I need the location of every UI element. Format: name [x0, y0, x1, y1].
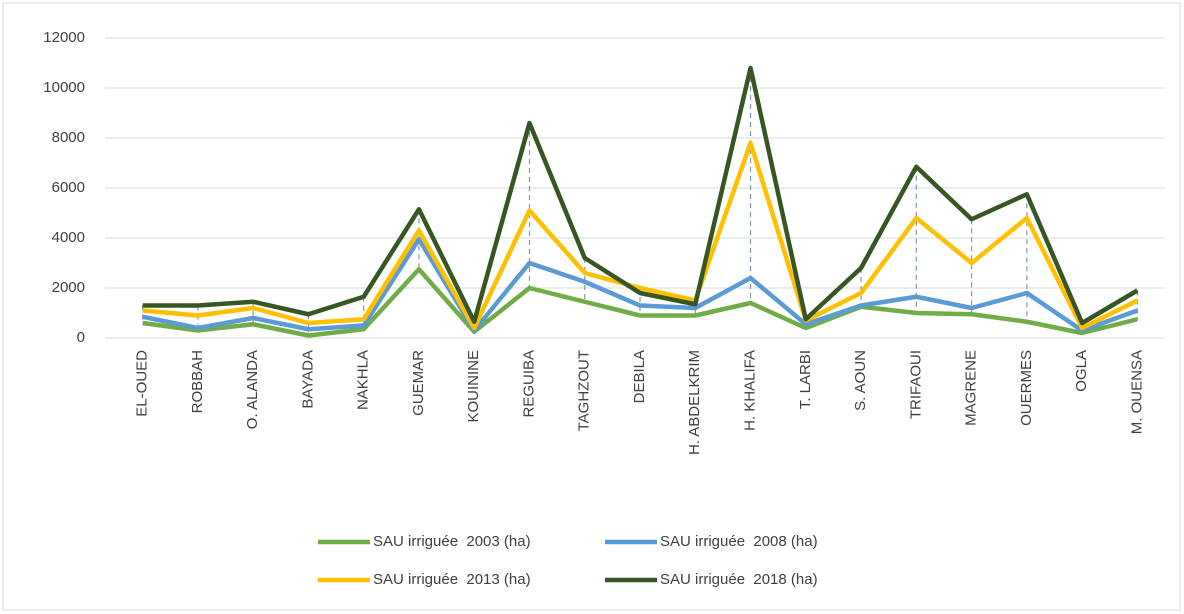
y-tick-label: 2000 [52, 279, 85, 296]
x-tick-label: EL-OUED [134, 350, 151, 417]
x-tick-label: KOUININE [465, 350, 482, 423]
series-line [142, 140, 1139, 331]
y-tick-label: 10000 [43, 79, 85, 96]
x-tick-label: TAGHZOUT [576, 350, 593, 431]
series-line [142, 65, 1139, 326]
x-tick-label: REGUIBA [520, 350, 537, 418]
x-tick-label: OGLA [1073, 350, 1090, 392]
legend-label: SAU irriguée 2008 (ha) [660, 533, 818, 550]
x-tick-label: OUERMES [1018, 350, 1035, 426]
x-tick-label: BAYADA [299, 350, 316, 409]
x-tick-label: S. AOUN [852, 350, 869, 411]
y-tick-label: 12000 [43, 29, 85, 46]
y-tick-label: 6000 [52, 179, 85, 196]
y-tick-label: 4000 [52, 229, 85, 246]
x-tick-label: TRIFAOUI [907, 350, 924, 419]
y-tick-label: 0 [77, 329, 85, 346]
series-line [142, 237, 1139, 333]
x-tick-label: MAGRENE [963, 350, 980, 426]
x-tick-label: GUEMAR [410, 350, 427, 416]
x-tick-label: ROBBAH [189, 350, 206, 413]
x-tick-label: T. LARBI [797, 350, 814, 409]
x-tick-label: H. ABDELKRIM [686, 350, 703, 455]
legend-label: SAU irriguée 2013 (ha) [373, 571, 531, 588]
y-tick-label: 8000 [52, 129, 85, 146]
legend-label: SAU irriguée 2003 (ha) [373, 533, 531, 550]
legend-label: SAU irriguée 2018 (ha) [660, 571, 818, 588]
series-line [142, 267, 1138, 338]
x-tick-label: NAKHLA [355, 350, 372, 410]
x-tick-label: O. ALANDA [244, 350, 261, 429]
x-tick-label: H. KHALIFA [741, 350, 758, 431]
x-tick-label: M. OUENSA [1128, 350, 1145, 434]
x-tick-label: DEBILA [631, 350, 648, 403]
